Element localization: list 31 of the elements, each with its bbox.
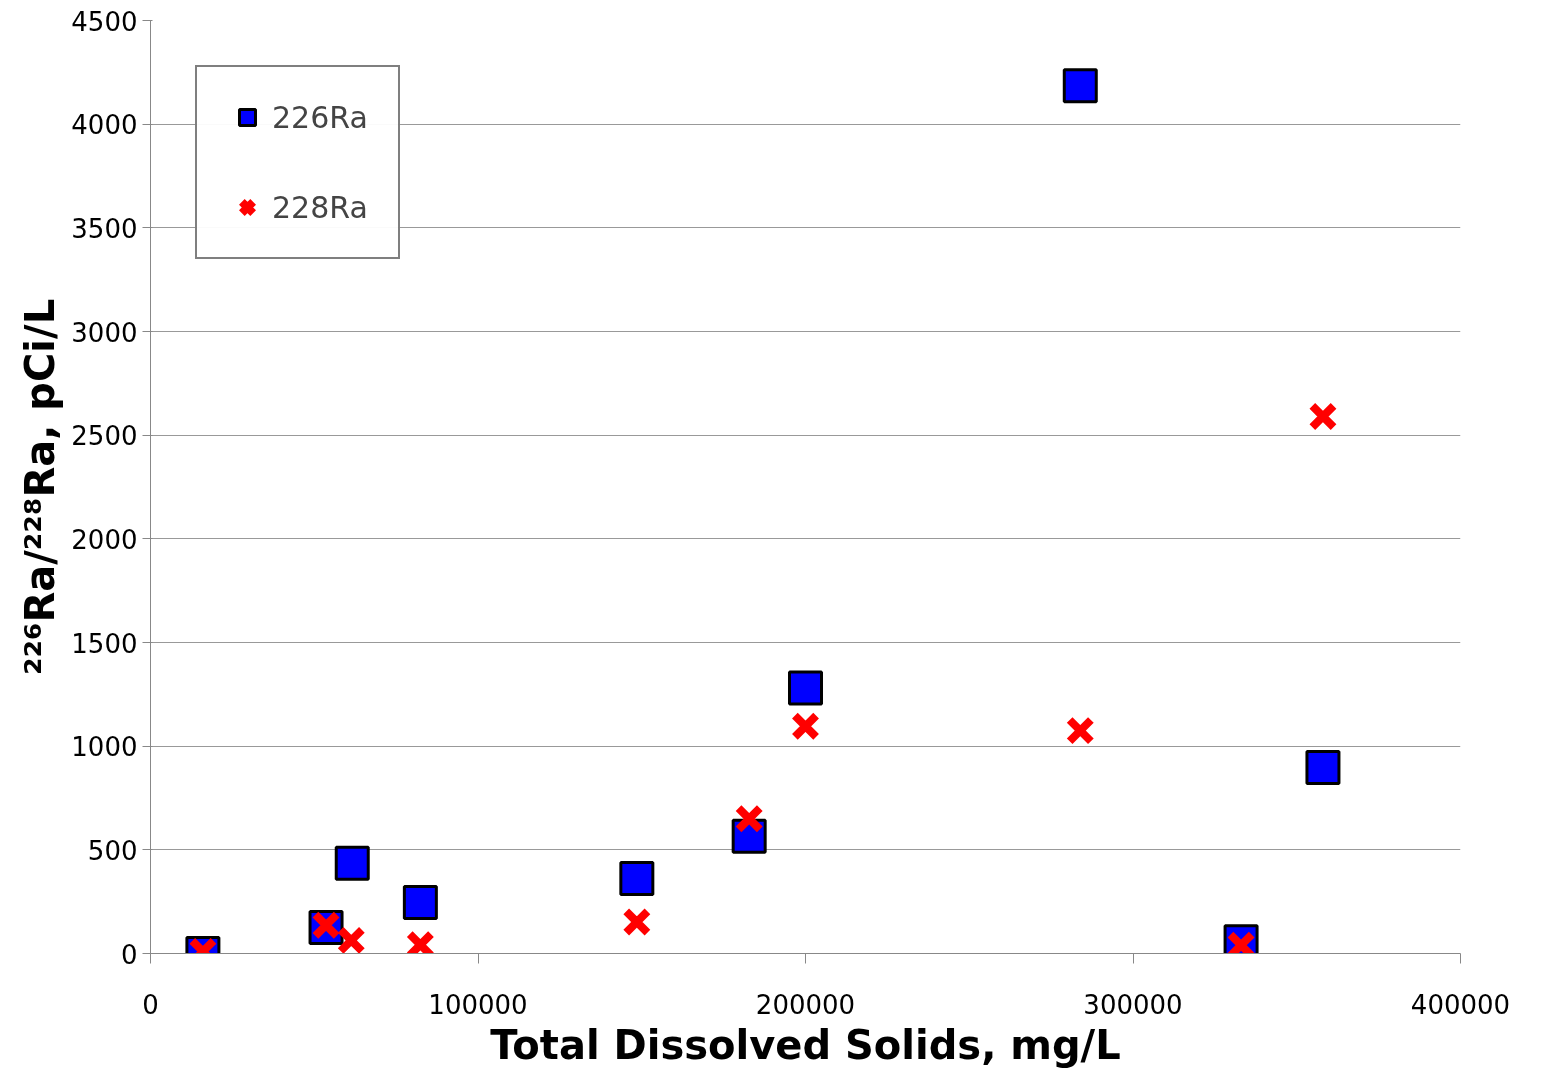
y-tick-label: 3500	[71, 213, 138, 244]
point	[336, 925, 366, 954]
y-axis-title: ²²⁶Ra/²²⁸Ra, pCi/L	[17, 298, 64, 676]
point	[402, 885, 438, 920]
y-tick-label: 2000	[71, 524, 138, 555]
x-tick-label: 100000	[428, 989, 528, 1020]
point	[1305, 750, 1341, 786]
y-tick-label: 0	[120, 939, 138, 970]
y-tick-label: 1500	[71, 628, 138, 659]
x-axis-title: Total Dissolved Solids, mg/L	[490, 1021, 1121, 1068]
point	[1308, 401, 1338, 432]
x-tick-label: 300000	[1083, 989, 1183, 1020]
y-tick-label: 500	[87, 835, 138, 866]
x-tick-label: 0	[142, 989, 159, 1020]
point	[788, 670, 823, 706]
point	[622, 907, 652, 937]
x-tick-label: 200000	[755, 989, 856, 1020]
y-tick-label: 4000	[71, 110, 138, 141]
point	[790, 711, 821, 741]
point	[1062, 68, 1098, 104]
point	[1065, 716, 1095, 746]
legend-label: 226Ra	[272, 99, 368, 135]
legend-label: 228Ra	[272, 189, 368, 225]
point	[334, 845, 370, 881]
y-tick-label: 1000	[71, 732, 138, 763]
x-tick-label: 400000	[1410, 989, 1511, 1020]
y-tick-label: 3000	[71, 317, 138, 348]
point	[734, 804, 764, 834]
point	[619, 860, 655, 896]
y-tick-label: 4500	[71, 6, 138, 37]
y-tick-label: 2500	[71, 421, 138, 452]
